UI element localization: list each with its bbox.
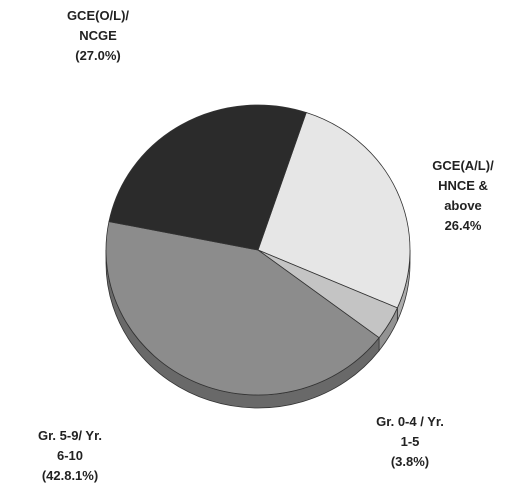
pie-slice xyxy=(108,104,307,251)
value-label: (27.0%) xyxy=(75,48,121,63)
slice-label: Gr. 5-9/ Yr. 6-10 xyxy=(38,428,102,463)
pie-slice xyxy=(257,111,411,309)
slice-label: GCE(O/L)/NCGE xyxy=(67,8,129,43)
value-label: 26.4% xyxy=(445,218,482,233)
slice-label: GCE(A/L)/HNCE & above xyxy=(432,158,494,213)
value-label: (42.8.1%) xyxy=(42,468,98,483)
slice-label: Gr. 0-4 / Yr. 1-5 xyxy=(376,414,444,449)
labels: GCE(A/L)/HNCE & above 26.4% Gr. 0-4 / Yr. 1-… xyxy=(38,8,494,483)
pie-slice xyxy=(105,221,380,396)
pie xyxy=(105,104,411,409)
value-label: (3.8%) xyxy=(391,454,429,469)
